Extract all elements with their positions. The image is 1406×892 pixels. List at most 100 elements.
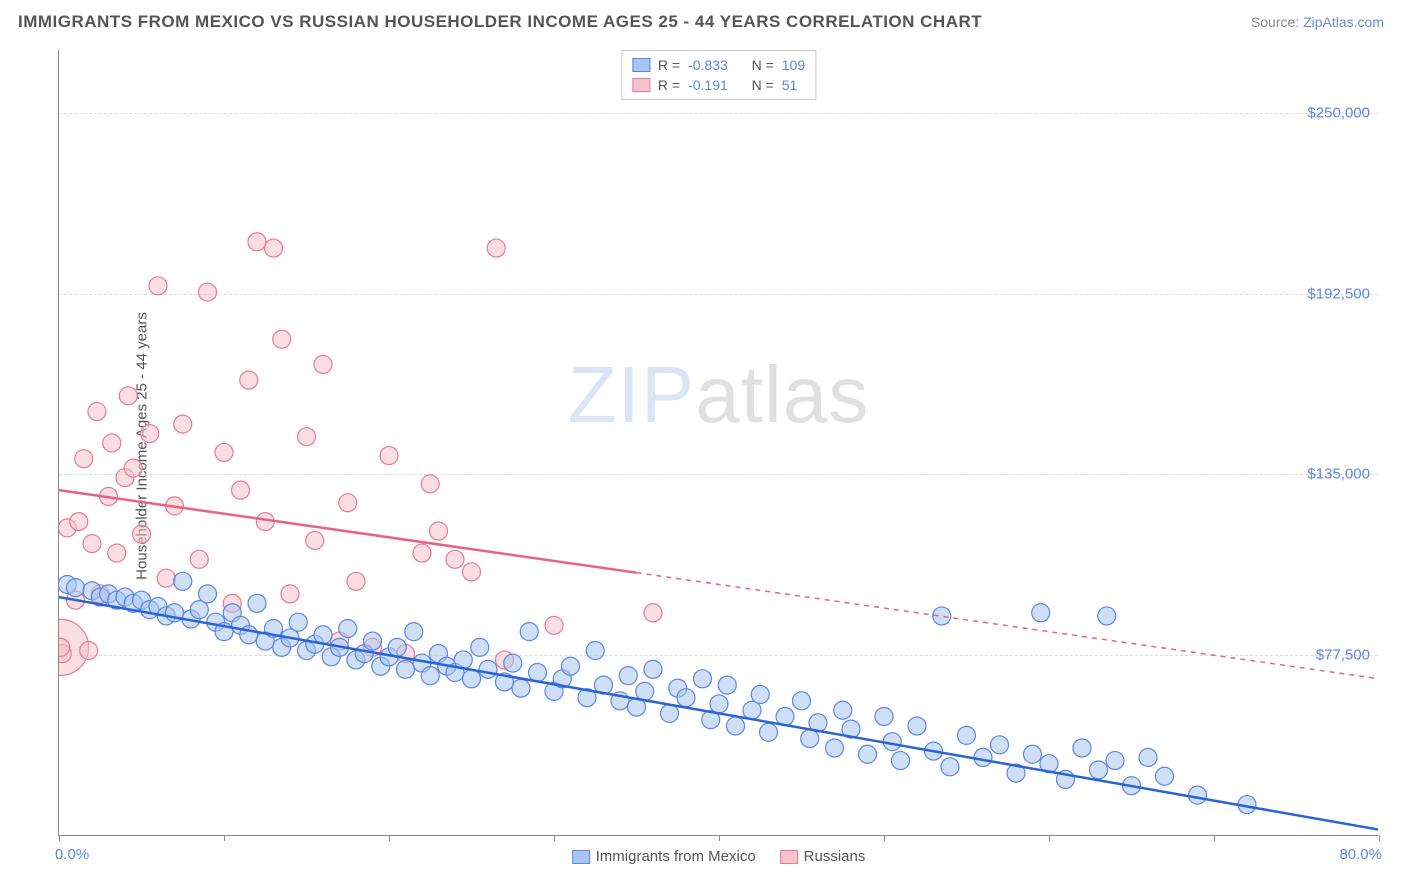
legend-label-mexico: Immigrants from Mexico xyxy=(596,848,756,865)
scatter-point-russians xyxy=(215,443,233,461)
scatter-point-russians xyxy=(119,387,137,405)
scatter-point-mexico xyxy=(463,670,481,688)
scatter-point-mexico xyxy=(859,745,877,763)
scatter-point-mexico xyxy=(644,660,662,678)
scatter-point-mexico xyxy=(834,701,852,719)
scatter-point-mexico xyxy=(826,739,844,757)
scatter-point-mexico xyxy=(339,619,357,637)
scatter-point-mexico xyxy=(1090,761,1108,779)
scatter-point-mexico xyxy=(677,689,695,707)
scatter-point-mexico xyxy=(67,579,85,597)
scatter-point-russians xyxy=(149,277,167,295)
scatter-point-mexico xyxy=(512,679,530,697)
scatter-point-russians xyxy=(413,544,431,562)
n-label: N = xyxy=(752,75,774,95)
scatter-point-mexico xyxy=(199,585,217,603)
r-label: R = xyxy=(658,55,680,75)
scatter-point-russians xyxy=(430,522,448,540)
stats-legend-row-mexico: R = -0.833 N = 109 xyxy=(632,55,805,75)
r-label: R = xyxy=(658,75,680,95)
x-tick xyxy=(1379,835,1380,841)
scatter-point-mexico xyxy=(636,682,654,700)
scatter-point-mexico xyxy=(471,638,489,656)
swatch-russians xyxy=(780,850,798,864)
scatter-point-mexico xyxy=(718,676,736,694)
legend-item-russians: Russians xyxy=(780,848,866,865)
scatter-point-russians xyxy=(174,415,192,433)
scatter-point-mexico xyxy=(941,758,959,776)
scatter-point-mexico xyxy=(743,701,761,719)
scatter-point-russians xyxy=(487,239,505,257)
swatch-russians xyxy=(632,78,650,92)
scatter-point-mexico xyxy=(1156,767,1174,785)
scatter-point-mexico xyxy=(875,708,893,726)
scatter-point-russians xyxy=(463,563,481,581)
scatter-point-mexico xyxy=(1024,745,1042,763)
scatter-point-mexico xyxy=(1106,752,1124,770)
x-tick xyxy=(719,835,720,841)
scatter-point-russians xyxy=(103,434,121,452)
scatter-point-russians xyxy=(446,550,464,568)
chart-title: IMMIGRANTS FROM MEXICO VS RUSSIAN HOUSEH… xyxy=(18,12,982,32)
scatter-point-mexico xyxy=(793,692,811,710)
scatter-point-mexico xyxy=(405,623,423,641)
scatter-svg xyxy=(59,50,1378,835)
n-value-russians: 51 xyxy=(782,75,798,95)
x-tick xyxy=(1214,835,1215,841)
scatter-point-mexico xyxy=(991,736,1009,754)
x-axis-end-label: 80.0% xyxy=(1339,846,1382,863)
scatter-point-russians xyxy=(644,604,662,622)
x-tick xyxy=(224,835,225,841)
scatter-point-russians xyxy=(80,642,98,660)
scatter-point-mexico xyxy=(174,572,192,590)
r-value-russians: -0.191 xyxy=(688,75,728,95)
stats-legend: R = -0.833 N = 109 R = -0.191 N = 51 xyxy=(621,50,816,100)
source-link[interactable]: ZipAtlas.com xyxy=(1303,14,1384,30)
scatter-point-russians xyxy=(265,239,283,257)
n-label: N = xyxy=(752,55,774,75)
scatter-point-russians xyxy=(157,569,175,587)
scatter-point-mexico xyxy=(520,623,538,641)
scatter-point-russians xyxy=(190,550,208,568)
scatter-point-mexico xyxy=(364,632,382,650)
scatter-point-mexico xyxy=(760,723,778,741)
scatter-point-russians xyxy=(232,481,250,499)
scatter-point-russians xyxy=(199,283,217,301)
series-legend: Immigrants from Mexico Russians xyxy=(572,848,866,865)
scatter-point-mexico xyxy=(801,730,819,748)
scatter-point-russians xyxy=(314,355,332,373)
scatter-point-russians xyxy=(124,459,142,477)
scatter-point-russians xyxy=(347,572,365,590)
x-axis-start-label: 0.0% xyxy=(55,846,89,863)
x-tick xyxy=(389,835,390,841)
scatter-point-mexico xyxy=(1139,748,1157,766)
legend-item-mexico: Immigrants from Mexico xyxy=(572,848,756,865)
scatter-point-russians xyxy=(70,513,88,531)
scatter-point-mexico xyxy=(289,613,307,631)
plot-area: ZIPatlas R = -0.833 N = 109 R = -0.191 N… xyxy=(58,50,1378,836)
scatter-point-russians xyxy=(421,475,439,493)
scatter-point-mexico xyxy=(479,660,497,678)
scatter-point-russians xyxy=(545,616,563,634)
source-attribution: Source: ZipAtlas.com xyxy=(1251,14,1384,30)
scatter-point-mexico xyxy=(892,752,910,770)
scatter-point-mexico xyxy=(661,704,679,722)
scatter-point-mexico xyxy=(710,695,728,713)
trendline-dashed-russians xyxy=(637,573,1379,679)
swatch-mexico xyxy=(572,850,590,864)
scatter-point-mexico xyxy=(751,686,769,704)
scatter-point-mexico xyxy=(974,748,992,766)
scatter-point-mexico xyxy=(314,626,332,644)
scatter-point-mexico xyxy=(1189,786,1207,804)
scatter-point-russians xyxy=(339,494,357,512)
scatter-point-mexico xyxy=(619,667,637,685)
scatter-point-russians xyxy=(298,428,316,446)
scatter-point-russians xyxy=(83,535,101,553)
scatter-point-russians xyxy=(240,371,258,389)
legend-label-russians: Russians xyxy=(804,848,866,865)
scatter-point-mexico xyxy=(421,667,439,685)
scatter-point-mexico xyxy=(529,664,547,682)
scatter-point-mexico xyxy=(1098,607,1116,625)
scatter-point-mexico xyxy=(248,594,266,612)
r-value-mexico: -0.833 xyxy=(688,55,728,75)
